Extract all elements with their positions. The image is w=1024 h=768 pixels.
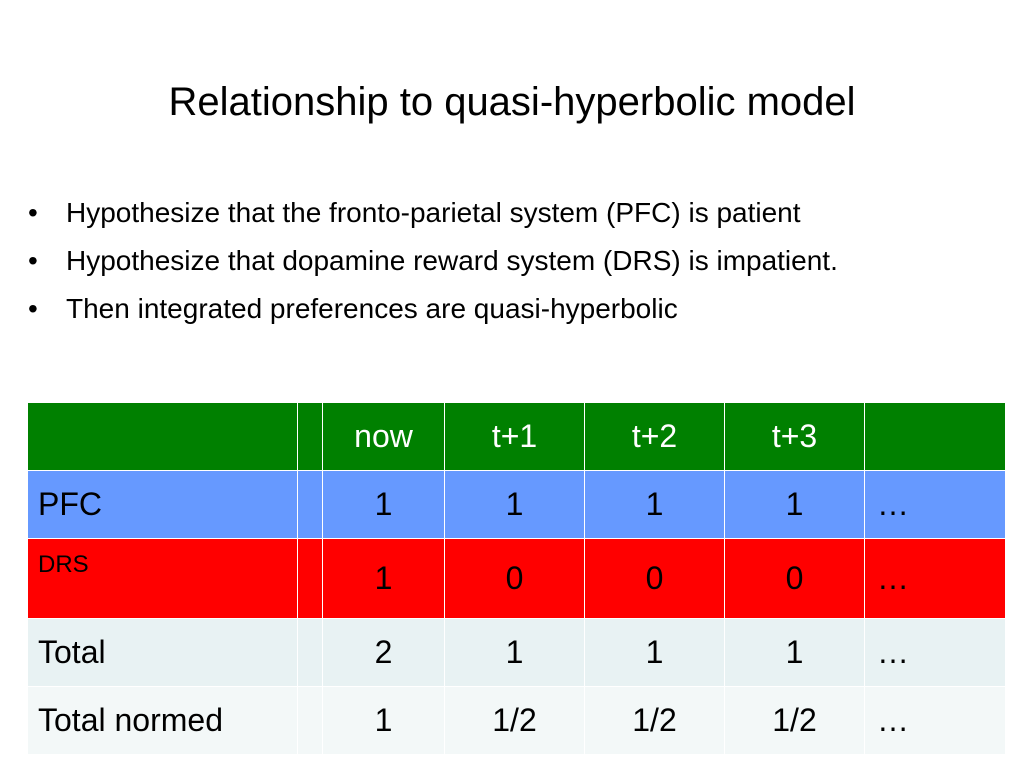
bullet-item: • Hypothesize that dopamine reward syste… [28, 244, 838, 292]
bullet-icon: • [28, 293, 38, 324]
spacer-cell [297, 686, 323, 755]
ellipsis-cell: … [864, 470, 1006, 539]
header-cell-tail [864, 402, 1006, 471]
value-cell: 1 [724, 470, 865, 539]
header-cell-t1: t+1 [444, 402, 585, 471]
table-row-total: Total 2 1 1 1 … [27, 618, 1006, 687]
value-cell: 1/2 [724, 686, 865, 755]
spacer-cell [297, 470, 323, 539]
header-cell-t3: t+3 [724, 402, 865, 471]
value-cell: 1 [322, 470, 445, 539]
bullet-icon: • [28, 245, 38, 276]
value-cell: 1 [444, 618, 585, 687]
table-row-pfc: PFC 1 1 1 1 … [27, 470, 1006, 539]
value-cell: 1 [584, 470, 725, 539]
header-cell-spacer [297, 402, 323, 471]
row-label: Total normed [27, 686, 298, 755]
value-cell: 0 [444, 538, 585, 619]
discount-table: now t+1 t+2 t+3 PFC 1 1 1 1 … DRS 1 0 0 … [27, 402, 1006, 755]
table-row-drs: DRS 1 0 0 0 … [27, 538, 1006, 619]
bullet-text: Then integrated preferences are quasi-hy… [66, 293, 678, 324]
value-cell: 1 [322, 686, 445, 755]
bullet-icon: • [28, 197, 38, 228]
row-label: DRS [27, 538, 298, 619]
header-cell-t2: t+2 [584, 402, 725, 471]
value-cell: 1 [584, 618, 725, 687]
spacer-cell [297, 538, 323, 619]
table-row-total-normed: Total normed 1 1/2 1/2 1/2 … [27, 686, 1006, 755]
value-cell: 0 [724, 538, 865, 619]
value-cell: 1 [724, 618, 865, 687]
bullet-list: • Hypothesize that the fronto-parietal s… [28, 196, 838, 340]
bullet-item: • Then integrated preferences are quasi-… [28, 292, 838, 340]
value-cell: 1 [444, 470, 585, 539]
value-cell: 1 [322, 538, 445, 619]
header-cell-empty [27, 402, 298, 471]
ellipsis-cell: … [864, 538, 1006, 619]
bullet-item: • Hypothesize that the fronto-parietal s… [28, 196, 838, 244]
value-cell: 2 [322, 618, 445, 687]
header-cell-now: now [322, 402, 445, 471]
ellipsis-cell: … [864, 686, 1006, 755]
row-label: Total [27, 618, 298, 687]
table-header-row: now t+1 t+2 t+3 [27, 402, 1006, 471]
value-cell: 0 [584, 538, 725, 619]
ellipsis-cell: … [864, 618, 1006, 687]
value-cell: 1/2 [584, 686, 725, 755]
row-label: PFC [27, 470, 298, 539]
bullet-text: Hypothesize that dopamine reward system … [66, 245, 838, 276]
spacer-cell [297, 618, 323, 687]
bullet-text: Hypothesize that the fronto-parietal sys… [66, 197, 801, 228]
slide-title: Relationship to quasi-hyperbolic model [168, 80, 856, 124]
value-cell: 1/2 [444, 686, 585, 755]
